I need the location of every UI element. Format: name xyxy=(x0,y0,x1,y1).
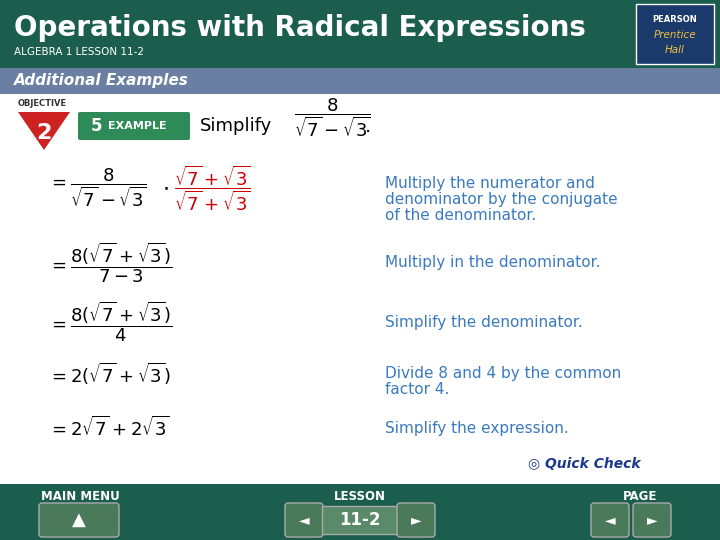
Text: $\dfrac{8}{\sqrt{7}-\sqrt{3}}$: $\dfrac{8}{\sqrt{7}-\sqrt{3}}$ xyxy=(294,97,371,139)
Text: ►: ► xyxy=(410,513,421,527)
Text: OBJECTIVE: OBJECTIVE xyxy=(18,99,67,109)
Text: Additional Examples: Additional Examples xyxy=(14,73,189,89)
Text: ◄: ◄ xyxy=(605,513,616,527)
Text: $= \dfrac{8}{\sqrt{7}-\sqrt{3}}$: $= \dfrac{8}{\sqrt{7}-\sqrt{3}}$ xyxy=(48,167,147,210)
Text: MAIN MENU: MAIN MENU xyxy=(40,489,120,503)
Text: PAGE: PAGE xyxy=(623,489,657,503)
FancyBboxPatch shape xyxy=(0,68,720,94)
Text: Prentice: Prentice xyxy=(654,30,696,40)
Text: Operations with Radical Expressions: Operations with Radical Expressions xyxy=(14,14,586,42)
Polygon shape xyxy=(18,112,70,150)
Text: 11-2: 11-2 xyxy=(339,511,381,529)
Text: 2: 2 xyxy=(36,123,52,143)
Text: ▲: ▲ xyxy=(72,511,86,529)
FancyBboxPatch shape xyxy=(0,484,720,540)
Text: Simplify the expression.: Simplify the expression. xyxy=(385,421,569,435)
FancyBboxPatch shape xyxy=(636,4,714,64)
Text: ◎ Quick Check: ◎ Quick Check xyxy=(528,457,641,471)
Text: $= \dfrac{8(\sqrt{7}+\sqrt{3})}{4}$: $= \dfrac{8(\sqrt{7}+\sqrt{3})}{4}$ xyxy=(48,300,173,345)
Text: Divide 8 and 4 by the common: Divide 8 and 4 by the common xyxy=(385,366,621,381)
Text: .: . xyxy=(365,117,372,136)
Text: $\dfrac{\sqrt{7}+\sqrt{3}}{\sqrt{7}+\sqrt{3}}$: $\dfrac{\sqrt{7}+\sqrt{3}}{\sqrt{7}+\sqr… xyxy=(174,163,251,213)
Text: of the denominator.: of the denominator. xyxy=(385,208,536,223)
Text: EXAMPLE: EXAMPLE xyxy=(108,121,166,131)
FancyBboxPatch shape xyxy=(78,112,190,140)
Text: Hall: Hall xyxy=(665,45,685,55)
Text: PEARSON: PEARSON xyxy=(652,16,698,24)
FancyBboxPatch shape xyxy=(285,503,323,537)
FancyBboxPatch shape xyxy=(322,506,398,534)
Text: $\cdot$: $\cdot$ xyxy=(162,178,168,198)
Text: ALGEBRA 1 LESSON 11-2: ALGEBRA 1 LESSON 11-2 xyxy=(14,47,144,57)
Text: ►: ► xyxy=(647,513,657,527)
Text: Multiply in the denominator.: Multiply in the denominator. xyxy=(385,255,600,271)
Text: $= \dfrac{8(\sqrt{7}+\sqrt{3})}{7-3}$: $= \dfrac{8(\sqrt{7}+\sqrt{3})}{7-3}$ xyxy=(48,241,173,285)
Text: $= 2(\sqrt{7}+\sqrt{3})$: $= 2(\sqrt{7}+\sqrt{3})$ xyxy=(48,361,171,387)
Text: Simplify: Simplify xyxy=(200,117,272,135)
FancyBboxPatch shape xyxy=(39,503,119,537)
FancyBboxPatch shape xyxy=(397,503,435,537)
FancyBboxPatch shape xyxy=(591,503,629,537)
Text: 5: 5 xyxy=(91,117,102,135)
Text: denominator by the conjugate: denominator by the conjugate xyxy=(385,192,618,207)
Text: $= 2\sqrt{7}+2\sqrt{3}$: $= 2\sqrt{7}+2\sqrt{3}$ xyxy=(48,416,170,440)
Text: ◄: ◄ xyxy=(299,513,310,527)
FancyBboxPatch shape xyxy=(0,0,720,68)
Text: LESSON: LESSON xyxy=(334,489,386,503)
Text: factor 4.: factor 4. xyxy=(385,382,449,397)
Text: Simplify the denominator.: Simplify the denominator. xyxy=(385,314,582,329)
Text: Multiply the numerator and: Multiply the numerator and xyxy=(385,176,595,191)
FancyBboxPatch shape xyxy=(633,503,671,537)
